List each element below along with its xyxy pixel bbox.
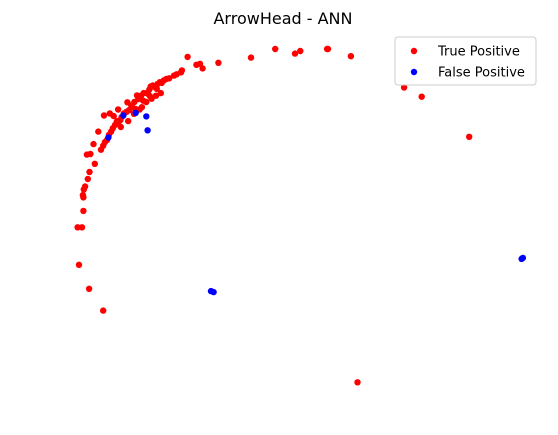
data-point: [347, 53, 355, 60]
data-point: [125, 117, 132, 125]
data-point: [120, 112, 127, 119]
data-point: [323, 45, 331, 53]
legend-box: [394, 36, 537, 86]
data-points: [74, 45, 527, 386]
data-point: [124, 99, 131, 106]
data-point: [132, 109, 139, 117]
data-point: [100, 112, 108, 119]
data-point: [75, 261, 83, 268]
data-point: [153, 85, 160, 93]
data-point: [519, 254, 527, 262]
data-point: [105, 134, 112, 141]
data-point: [74, 224, 81, 231]
data-point: [90, 140, 97, 148]
legend-label: False Positive: [438, 66, 525, 81]
data-point: [86, 168, 93, 176]
data-point: [97, 146, 105, 153]
data-point: [84, 175, 92, 183]
data-point: [143, 98, 150, 106]
data-point: [100, 307, 107, 314]
data-point: [78, 224, 86, 231]
chart-title: ArrowHead - ANN: [213, 9, 352, 28]
data-point: [80, 207, 87, 215]
data-point: [247, 54, 255, 61]
data-point: [114, 106, 122, 113]
data-point: [210, 288, 217, 296]
data-point: [80, 194, 87, 201]
data-point: [85, 285, 93, 292]
data-point: [184, 53, 191, 61]
data-point: [400, 84, 408, 91]
data-point: [178, 67, 186, 74]
data-point: [114, 117, 121, 125]
legend-marker: [410, 47, 418, 55]
data-point: [143, 113, 150, 120]
data-point: [166, 75, 173, 82]
data-point: [148, 95, 155, 102]
series-true-positive: [74, 45, 473, 386]
data-point: [157, 89, 164, 97]
data-point: [83, 151, 91, 158]
data-point: [133, 92, 141, 99]
data-point: [95, 128, 102, 135]
data-point: [106, 110, 114, 117]
data-point: [81, 183, 89, 190]
data-point: [144, 90, 152, 97]
data-point: [144, 127, 151, 134]
data-point: [138, 104, 146, 111]
legend-label: True Positive: [437, 45, 520, 60]
data-point: [215, 59, 222, 66]
data-point: [297, 47, 304, 55]
legend: True Positive False Positive: [394, 36, 537, 86]
data-point: [147, 83, 154, 90]
data-point: [291, 50, 299, 57]
data-point: [117, 123, 125, 131]
series-false-positive: [105, 109, 527, 296]
data-point: [272, 45, 279, 53]
data-point: [354, 379, 361, 386]
data-point: [196, 60, 204, 67]
data-point: [466, 133, 473, 140]
data-point: [173, 71, 180, 78]
legend-marker: [410, 68, 418, 76]
data-point: [418, 93, 425, 100]
data-point: [91, 160, 99, 167]
